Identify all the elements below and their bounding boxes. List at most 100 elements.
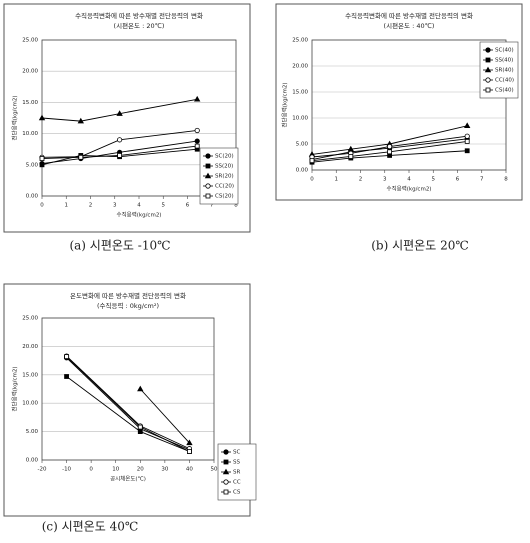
- legend-label: SR: [233, 470, 240, 476]
- marker: [38, 114, 46, 121]
- chart: 수직응력변화에 따른 방수재별 전단응력의 변화(시편온도 : 40℃) 0.00…: [275, 3, 523, 253]
- marker: [205, 153, 211, 159]
- x-tick-label: 0: [310, 177, 314, 183]
- y-tick-label: 5.00: [26, 429, 39, 435]
- marker: [204, 172, 212, 179]
- legend-label: SC: [233, 450, 240, 456]
- x-tick-label: 6: [186, 203, 190, 209]
- marker: [77, 117, 84, 124]
- marker: [64, 374, 69, 379]
- x-tick-label: 0: [89, 467, 93, 473]
- series-line: [311, 135, 468, 158]
- y-tick-label: 0.00: [26, 458, 39, 464]
- x-tick-label: -20: [38, 467, 47, 473]
- marker: [117, 137, 123, 143]
- y-tick-label: 25.00: [22, 38, 38, 44]
- marker: [464, 138, 470, 144]
- marker: [386, 144, 393, 150]
- x-tick-label: 8: [504, 177, 508, 183]
- x-tick-label: 10: [112, 467, 119, 473]
- legend-label: CC: [233, 480, 241, 486]
- series-line: [311, 125, 468, 155]
- marker: [223, 459, 229, 465]
- marker: [39, 162, 45, 168]
- series-line: [311, 150, 468, 163]
- marker: [464, 148, 470, 154]
- legend-label: CC(20): [215, 184, 234, 190]
- chart-subtitle: (시편온도 : 40℃): [384, 21, 435, 30]
- series-line: [41, 130, 198, 158]
- marker: [186, 439, 193, 446]
- y-tick-label: 10.00: [292, 116, 308, 122]
- x-tick-label: 20: [137, 467, 144, 473]
- chart-title: 수직응력변화에 따른 방수재별 전단응력의 변화: [345, 11, 473, 20]
- caption: (c) 시편온도 40℃: [42, 520, 139, 534]
- chart: 온도변화에 따른 방수재별 전단응력의 변화(수직응력 : 0kg/cm²) 0.…: [3, 283, 257, 534]
- marker: [64, 354, 69, 360]
- marker: [464, 122, 471, 128]
- marker: [194, 138, 200, 144]
- x-tick-label: 7: [210, 203, 214, 209]
- x-tick-label: 3: [383, 177, 387, 183]
- y-tick-label: 15.00: [22, 372, 38, 378]
- x-tick-label: 5: [162, 203, 166, 209]
- series-line: [41, 98, 198, 122]
- chart-subtitle: (시편온도 : 20℃): [114, 21, 165, 30]
- legend-label: SC(40): [495, 48, 514, 54]
- marker: [205, 193, 211, 199]
- series-line: [311, 140, 468, 162]
- x-tick-label: 50: [211, 467, 218, 473]
- marker: [223, 489, 229, 495]
- x-tick-label: 5: [432, 177, 436, 183]
- legend-label: SS(40): [495, 58, 513, 64]
- marker: [117, 153, 122, 158]
- y-tick-label: 20.00: [292, 64, 308, 70]
- x-tick-label: 1: [65, 203, 69, 209]
- x-tick-label: -10: [62, 467, 71, 473]
- x-tick-label: 2: [89, 203, 93, 209]
- y-tick-label: 5.00: [26, 162, 39, 168]
- marker: [464, 133, 470, 139]
- y-axis-label: 전단응력(kg/cm2): [11, 367, 19, 412]
- y-tick-label: 5.00: [296, 142, 309, 148]
- y-tick-label: 25.00: [22, 316, 38, 322]
- chart-subtitle: (수직응력 : 0kg/cm²): [97, 301, 159, 310]
- x-tick-label: 3: [113, 203, 117, 209]
- plot-area: [41, 317, 215, 461]
- marker: [309, 158, 315, 164]
- marker: [194, 143, 200, 149]
- x-tick-label: 30: [161, 467, 168, 473]
- marker: [187, 449, 192, 454]
- x-tick-label: 6: [456, 177, 460, 183]
- marker: [205, 163, 211, 169]
- marker: [137, 385, 144, 392]
- marker: [39, 156, 45, 161]
- marker: [485, 57, 491, 63]
- caption: (b) 시편온도 20℃: [371, 239, 469, 253]
- x-tick-label: 2: [359, 177, 363, 183]
- x-tick-label: 0: [40, 203, 44, 209]
- marker: [116, 110, 123, 116]
- marker: [222, 468, 230, 475]
- marker: [485, 87, 491, 93]
- legend-label: CS(40): [495, 88, 514, 94]
- y-tick-label: 25.00: [292, 38, 308, 44]
- series-line: [41, 145, 198, 160]
- legend-label: SR(20): [215, 174, 234, 180]
- series-line: [139, 388, 190, 444]
- plot-area: [311, 39, 507, 171]
- y-axis-label: 전단응력(kg/cm2): [11, 96, 19, 141]
- y-tick-label: 15.00: [22, 100, 38, 106]
- marker: [348, 154, 354, 159]
- marker: [194, 95, 201, 102]
- series-line: [41, 140, 198, 164]
- y-tick-label: 20.00: [22, 344, 38, 350]
- legend-label: CC(40): [495, 78, 514, 84]
- y-axis-label: 전단응력(kg/cm2): [281, 83, 289, 128]
- chart: 수직응력변화에 따른 방수재별 전단응력의 변화(시편온도 : 20℃) 0.00…: [3, 3, 251, 253]
- marker: [484, 66, 492, 73]
- y-tick-label: 0.00: [296, 168, 309, 174]
- x-tick-label: 1: [335, 177, 339, 183]
- marker: [137, 424, 143, 430]
